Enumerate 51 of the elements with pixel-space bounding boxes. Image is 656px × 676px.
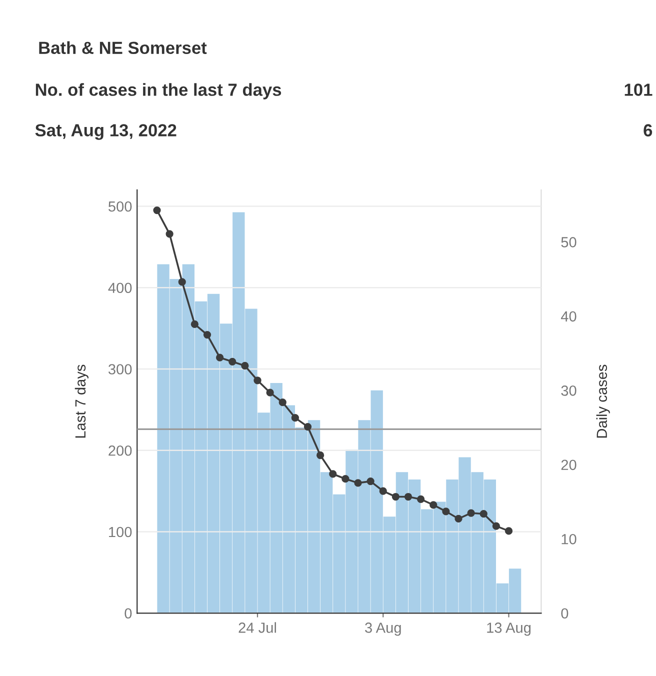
point [241,362,249,370]
point [153,206,161,214]
text: No. of cases in the last 7 days [36,83,282,100]
point [342,475,350,483]
point [166,230,174,238]
point [278,398,286,406]
point [492,522,500,530]
point [442,508,450,516]
y-tick-label: 200 [108,445,132,456]
point [354,479,362,487]
y2-tick-label: 50 [561,237,576,248]
y2-axis-title: Daily cases [596,364,610,438]
y-tick-label: 300 [108,364,132,374]
y-axis-title: Last 7 days [74,364,88,438]
y-tick-label: 100 [109,526,132,538]
point [467,509,475,517]
point [392,492,400,501]
y-tick-label: 500 [108,201,132,212]
point [329,470,337,478]
point [430,501,438,509]
point [304,422,312,431]
text: Sat, Aug 13, 2022 [35,124,176,140]
y2-tick-label: 40 [560,311,576,322]
y2-tick-label: 0 [561,608,568,619]
point [266,388,274,396]
point [178,278,186,286]
y2-tick-label: 10 [562,534,576,544]
point [379,487,387,495]
point [190,320,198,328]
x-tick-label: 3 Aug [365,622,401,636]
y2-tick-label: 20 [561,460,576,470]
point [216,354,224,362]
x-tick-label: 24 Jul [238,622,276,633]
point [228,358,236,366]
point [404,492,412,501]
point [316,451,324,460]
point [504,527,513,535]
chart-title: Bath & NE Somerset [39,41,207,54]
y-tick-label: 0 [124,608,132,619]
point [254,376,262,384]
point [454,514,462,523]
point [416,495,425,504]
point [203,330,212,339]
y2-tick-label: 30 [561,386,576,396]
point [480,510,488,518]
text: 6 [644,124,652,136]
x-tick-label: 13 Aug [487,622,531,636]
text: 101 [624,84,652,96]
point [366,477,374,486]
point [291,414,300,422]
y-tick-label: 400 [108,282,132,294]
